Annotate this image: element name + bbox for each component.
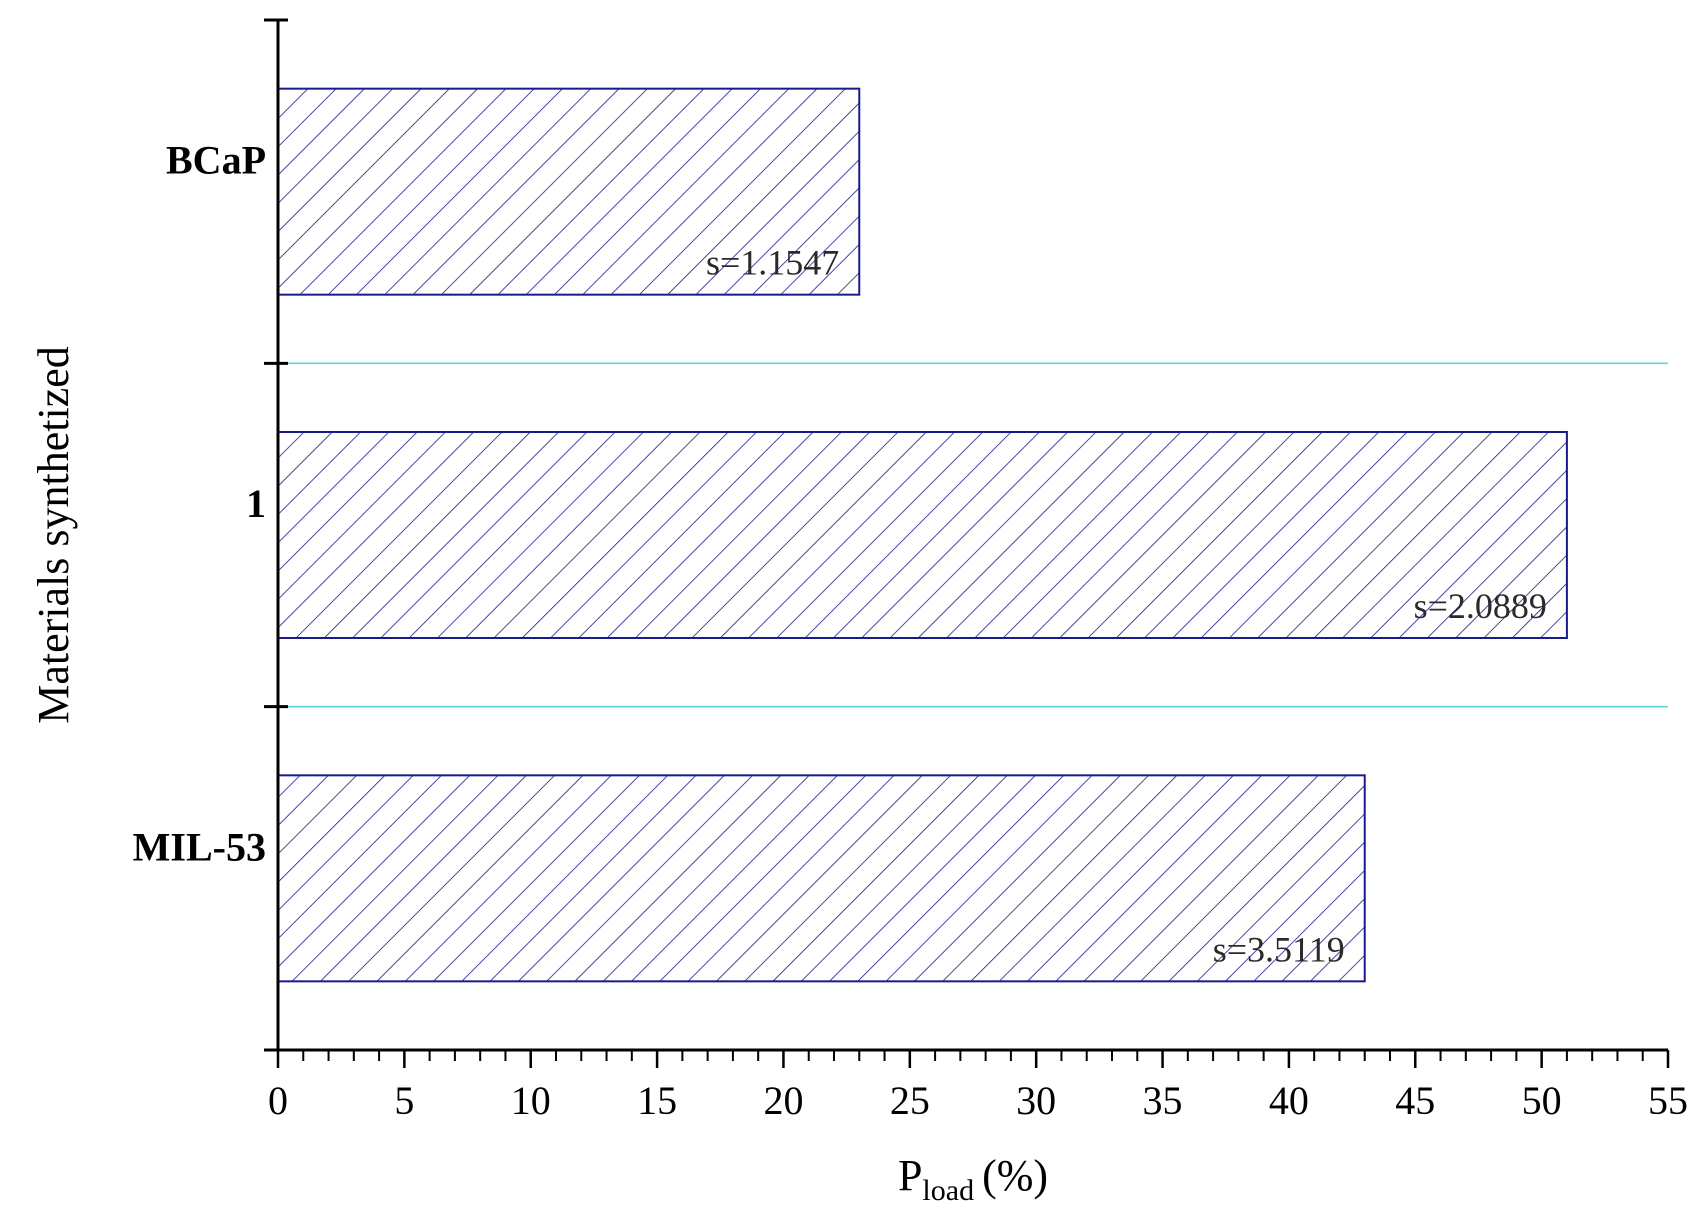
- bar-1: [277, 431, 1568, 639]
- x-tick-label: 25: [890, 1078, 930, 1123]
- x-tick-label: 55: [1648, 1078, 1688, 1123]
- x-tick-label: 30: [1016, 1078, 1056, 1123]
- y-axis-title: Materials synthetized: [29, 346, 78, 724]
- x-tick-label: 5: [394, 1078, 414, 1123]
- category-label: MIL-53: [133, 824, 266, 869]
- x-tick-label: 45: [1395, 1078, 1435, 1123]
- bar-mil-53: [277, 774, 1366, 983]
- x-tick-label: 20: [763, 1078, 803, 1123]
- bars: [277, 87, 1568, 983]
- category-label: 1: [246, 481, 266, 526]
- x-tick-label: 50: [1522, 1078, 1562, 1123]
- x-axis-title-subscript: load: [922, 1174, 974, 1207]
- x-axis-title: Pload (%): [898, 1151, 1048, 1207]
- data-labels: s=1.1547 s=2.0889 s=3.5119: [706, 243, 1547, 970]
- bar-annotation: s=1.1547: [706, 243, 839, 283]
- x-tick-label: 40: [1269, 1078, 1309, 1123]
- bar-annotation: s=3.5119: [1213, 929, 1345, 969]
- x-axis-title-unit: (%): [982, 1151, 1048, 1200]
- category-labels: BCaP 1 MIL-53: [133, 138, 266, 870]
- axes: [276, 20, 1668, 1052]
- x-tick-label: 35: [1143, 1078, 1183, 1123]
- bar-annotation: s=2.0889: [1414, 586, 1547, 626]
- x-tick-label: 10: [511, 1078, 551, 1123]
- category-label: BCaP: [166, 138, 266, 183]
- y-axis-ticks: [264, 18, 288, 1052]
- x-axis-tick-labels: 0 5 10 15 20 25 30 35 40 45 50 55: [268, 1078, 1688, 1123]
- category-separators: [278, 362, 1668, 708]
- x-tick-label: 0: [268, 1078, 288, 1123]
- x-axis-ticks: [276, 1050, 1670, 1068]
- x-tick-label: 15: [637, 1078, 677, 1123]
- x-axis-title-main: P: [898, 1151, 922, 1200]
